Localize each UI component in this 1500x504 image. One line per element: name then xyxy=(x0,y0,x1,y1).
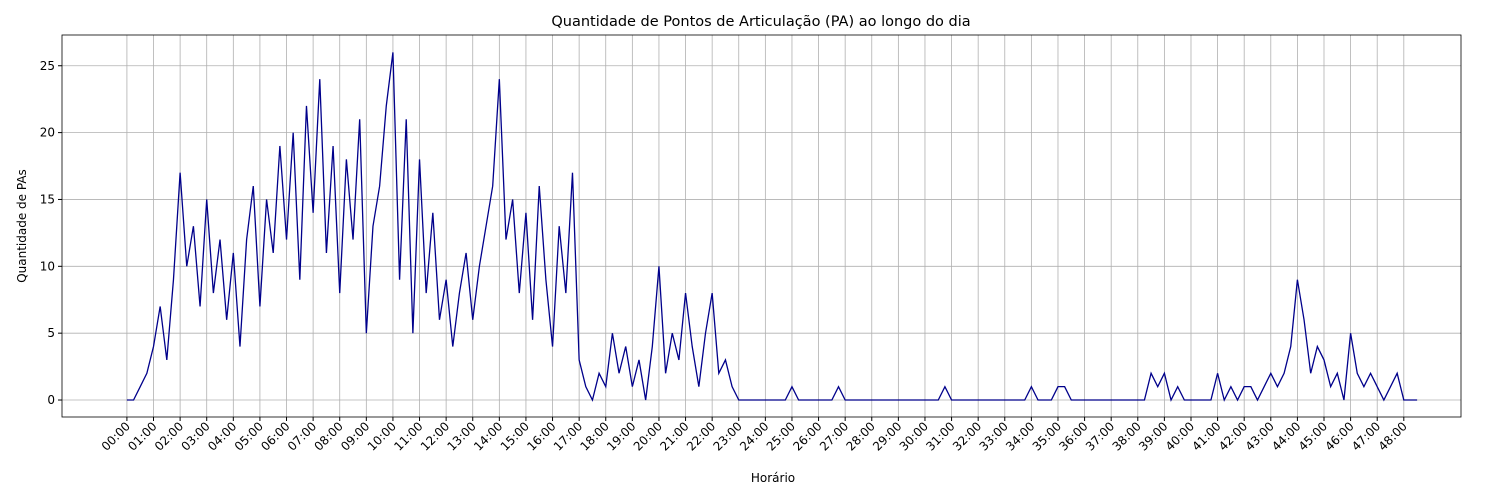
x-tick-label: 32:00 xyxy=(950,419,984,453)
x-tick-label: 22:00 xyxy=(684,419,718,453)
x-tick-label: 44:00 xyxy=(1269,419,1303,453)
x-tick-label: 10:00 xyxy=(365,419,399,453)
x-tick-label: 02:00 xyxy=(152,419,186,453)
x-tick-label: 12:00 xyxy=(418,419,452,453)
x-tick-label: 35:00 xyxy=(1030,419,1064,453)
x-tick-label: 31:00 xyxy=(923,419,957,453)
x-tick-label: 20:00 xyxy=(631,419,665,453)
x-axis-label: Horário xyxy=(751,471,795,485)
x-tick-label: 13:00 xyxy=(444,419,478,453)
x-tick-label: 33:00 xyxy=(977,419,1011,453)
x-tick-label: 25:00 xyxy=(764,419,798,453)
x-tick-label: 26:00 xyxy=(790,419,824,453)
x-tick-label: 18:00 xyxy=(578,419,612,453)
x-tick-label: 46:00 xyxy=(1322,419,1356,453)
y-tick-label: 25 xyxy=(40,59,55,73)
x-tick-label: 11:00 xyxy=(391,419,425,453)
x-tick-label: 39:00 xyxy=(1136,419,1170,453)
x-tick-label: 00:00 xyxy=(99,419,133,453)
x-tick-label: 04:00 xyxy=(205,419,239,453)
y-tick-label: 5 xyxy=(47,326,55,340)
x-tick-label: 29:00 xyxy=(870,419,904,453)
x-tick-label: 40:00 xyxy=(1163,419,1197,453)
y-tick-label: 20 xyxy=(40,126,55,140)
chart-title: Quantidade de Pontos de Articulação (PA)… xyxy=(551,14,970,30)
x-tick-label: 27:00 xyxy=(817,419,851,453)
x-tick-label: 28:00 xyxy=(844,419,878,453)
x-tick-label: 05:00 xyxy=(232,419,266,453)
x-tick-label: 01:00 xyxy=(125,419,159,453)
x-tick-label: 15:00 xyxy=(498,419,532,453)
x-tick-label: 08:00 xyxy=(311,419,345,453)
plot-frame xyxy=(61,34,1462,418)
x-tick-label: 43:00 xyxy=(1243,419,1277,453)
x-tick-label: 03:00 xyxy=(178,419,212,453)
x-tick-label: 07:00 xyxy=(285,419,319,453)
x-tick-label: 17:00 xyxy=(551,419,585,453)
x-tick-label: 45:00 xyxy=(1296,419,1330,453)
x-tick-label: 34:00 xyxy=(1003,419,1037,453)
x-tick-label: 16:00 xyxy=(524,419,558,453)
x-tick-label: 42:00 xyxy=(1216,419,1250,453)
x-tick-label: 06:00 xyxy=(258,419,292,453)
x-tick-label: 37:00 xyxy=(1083,419,1117,453)
y-tick-label: 15 xyxy=(40,192,55,206)
x-tick-label: 36:00 xyxy=(1056,419,1090,453)
x-tick-label: 21:00 xyxy=(657,419,691,453)
x-tick-label: 09:00 xyxy=(338,419,372,453)
x-tick-label: 14:00 xyxy=(471,419,505,453)
x-tick-label: 19:00 xyxy=(604,419,638,453)
x-tick-label: 23:00 xyxy=(711,419,745,453)
x-tick-label: 47:00 xyxy=(1349,419,1383,453)
x-tick-label: 41:00 xyxy=(1189,419,1223,453)
y-tick-label: 10 xyxy=(40,259,55,273)
x-tick-label: 24:00 xyxy=(737,419,771,453)
x-tick-label: 30:00 xyxy=(897,419,931,453)
data-line xyxy=(126,52,1418,402)
y-axis-label: Quantidade de PAs xyxy=(15,169,29,283)
y-tick-label: 0 xyxy=(47,393,55,407)
x-tick-label: 48:00 xyxy=(1376,419,1410,453)
x-tick-label: 38:00 xyxy=(1110,419,1144,453)
